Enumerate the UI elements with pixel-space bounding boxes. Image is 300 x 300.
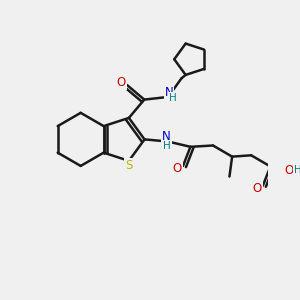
Text: H: H — [163, 141, 170, 151]
Text: S: S — [125, 159, 133, 172]
Text: O: O — [172, 162, 182, 175]
Text: O: O — [252, 182, 262, 195]
Text: N: N — [162, 130, 171, 143]
Text: O: O — [116, 76, 126, 89]
Text: H: H — [169, 93, 177, 103]
Text: H: H — [294, 165, 300, 176]
Text: N: N — [165, 86, 173, 99]
Text: O: O — [285, 164, 294, 177]
